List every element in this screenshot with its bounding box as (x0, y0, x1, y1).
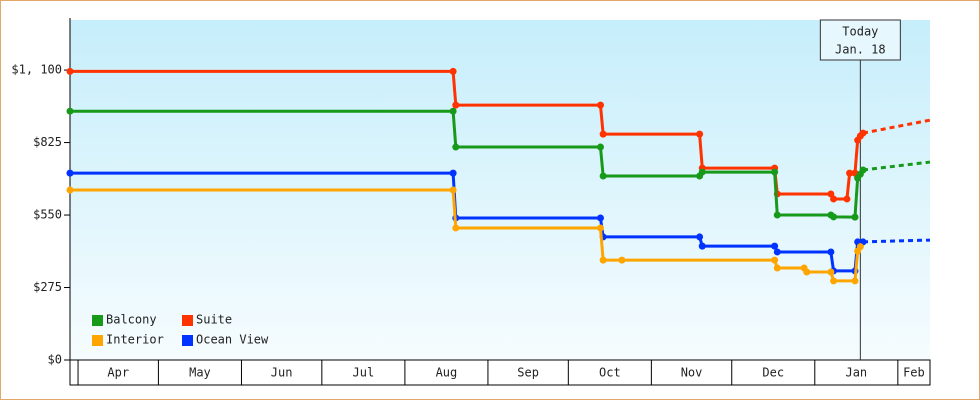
x-tick-label: Nov (681, 366, 703, 380)
point (596, 214, 604, 222)
series-line (70, 171, 864, 273)
point (827, 248, 835, 256)
forecast-line (862, 238, 931, 244)
point (773, 248, 781, 256)
point (618, 256, 626, 264)
point (830, 213, 838, 221)
point (449, 169, 457, 177)
x-tick-label: Feb (903, 366, 925, 380)
point (859, 129, 867, 137)
point (698, 168, 706, 176)
point (830, 277, 838, 285)
legend-label: Balcony (106, 313, 157, 327)
legend-label: Suite (196, 313, 232, 327)
point (596, 101, 604, 109)
point (771, 242, 779, 250)
point (599, 256, 607, 264)
x-tick-label: Oct (599, 366, 621, 380)
legend-swatch (92, 335, 103, 346)
x-tick-label: Dec (762, 366, 784, 380)
y-tick-label: $825 (33, 135, 62, 149)
point (452, 224, 460, 232)
point (596, 143, 604, 151)
legend-swatch (92, 315, 103, 326)
point (698, 242, 706, 250)
today-label: Today (842, 25, 878, 39)
x-tick-label: Jul (353, 366, 375, 380)
point (599, 172, 607, 180)
y-tick-label: $0 (48, 353, 62, 367)
legend-label: Ocean View (196, 333, 269, 347)
point (596, 224, 604, 232)
point (449, 67, 457, 75)
x-tick-label: May (189, 366, 211, 380)
x-axis-band (69, 359, 931, 386)
point (66, 107, 74, 115)
point (851, 213, 859, 221)
point (773, 211, 781, 219)
point (66, 186, 74, 194)
y-tick-label: $550 (33, 208, 62, 222)
point (803, 268, 811, 276)
x-tick-label: Aug (436, 366, 458, 380)
point (851, 277, 859, 285)
x-tick-label: Sep (517, 366, 539, 380)
point (66, 67, 74, 75)
point (859, 166, 867, 174)
today-date: Jan. 18 (835, 43, 886, 57)
point (773, 264, 781, 272)
legend-swatch (182, 315, 193, 326)
forecast-line (862, 118, 931, 135)
point (771, 256, 779, 264)
point (66, 169, 74, 177)
point (449, 186, 457, 194)
legend-label: Interior (106, 333, 164, 347)
point (599, 130, 607, 138)
point (846, 169, 854, 177)
point (843, 195, 851, 203)
y-tick-label: $275 (33, 280, 62, 294)
point (856, 243, 864, 251)
point (452, 101, 460, 109)
today-box (819, 19, 901, 61)
point (830, 195, 838, 203)
point (452, 143, 460, 151)
point (827, 268, 835, 276)
point (449, 107, 457, 115)
forecast-line (862, 160, 931, 172)
x-tick-label: Apr (107, 366, 129, 380)
point (696, 233, 704, 241)
x-tick-label: Jun (271, 366, 293, 380)
point (696, 130, 704, 138)
x-tick-label: Jan (845, 366, 867, 380)
legend-swatch (182, 335, 193, 346)
point (771, 168, 779, 176)
y-tick-label: $1, 100 (11, 63, 62, 77)
